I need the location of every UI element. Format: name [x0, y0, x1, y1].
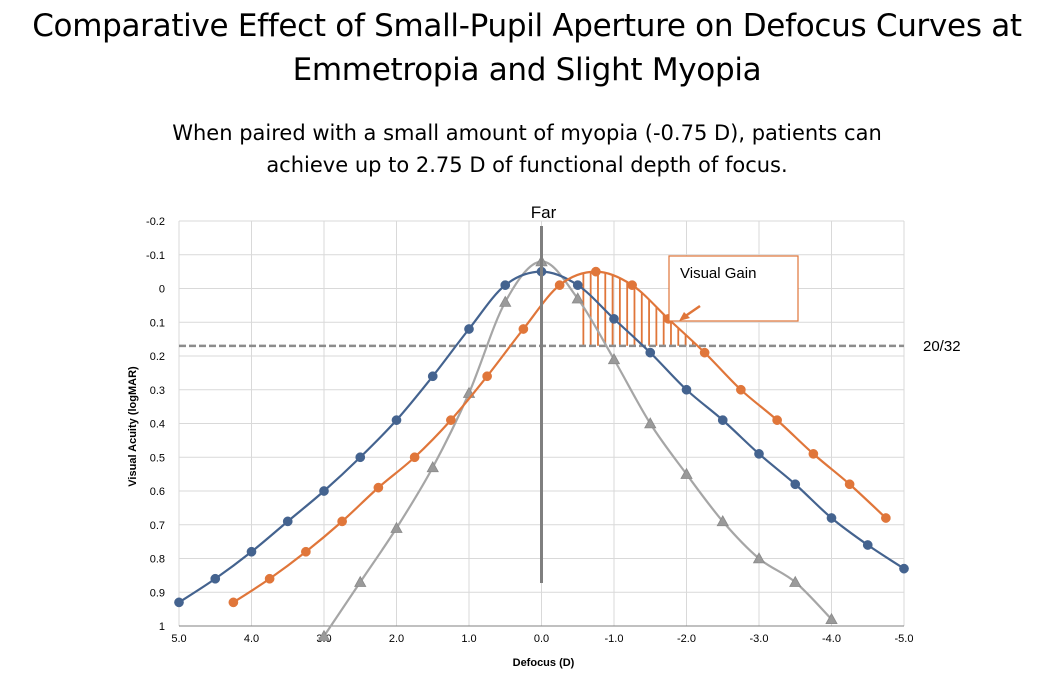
x-tick-label: -2.0 [677, 633, 696, 645]
data-point-triangle [644, 417, 657, 429]
data-point [844, 479, 855, 490]
data-point-triangle [789, 575, 802, 587]
reference-label: 20/32 [923, 338, 961, 355]
title-line-1: Comparative Effect of Small-Pupil Apertu… [32, 8, 1022, 44]
data-point-triangle [426, 461, 439, 473]
data-point [754, 449, 764, 459]
x-tick-label: -5.0 [895, 633, 914, 645]
data-point [717, 415, 728, 425]
x-tick-label: 4.0 [244, 633, 259, 645]
y-tick-label: 0.9 [150, 587, 165, 599]
data-point [210, 573, 221, 584]
y-tick-label: 0.3 [150, 385, 165, 397]
data-point [427, 371, 438, 382]
data-point [899, 563, 909, 574]
data-point [464, 324, 474, 334]
data-point [699, 347, 710, 358]
data-point-triangle [825, 612, 838, 625]
data-point [301, 546, 311, 557]
series-line [323, 260, 833, 637]
subtitle-line-2: achieve up to 2.75 D of functional depth… [266, 153, 788, 177]
far-marker: Far [531, 203, 557, 583]
data-point-triangle [499, 295, 512, 307]
data-point [500, 280, 511, 290]
data-point [609, 314, 619, 324]
data-point [264, 573, 275, 584]
data-point-triangle [571, 292, 584, 304]
series-group [174, 255, 909, 641]
x-tick-label: -1.0 [605, 633, 624, 645]
x-tick-label: 5.0 [171, 633, 186, 645]
data-point [790, 479, 801, 490]
data-point-triangle [390, 521, 403, 533]
chart-subtitle: When paired with a small amount of myopi… [60, 117, 994, 181]
series-3 [317, 255, 838, 641]
data-point [391, 415, 402, 425]
data-point [591, 266, 601, 277]
y-tick-label: -0.2 [146, 216, 165, 228]
visual-gain-label: Visual Gain [680, 265, 756, 282]
series-2 [228, 266, 891, 608]
data-point [862, 540, 873, 550]
data-point [808, 449, 819, 459]
far-label: Far [531, 203, 557, 222]
x-axis-label: Defocus (D) [513, 657, 575, 669]
data-point [409, 452, 420, 463]
y-tick-label: 0.6 [150, 486, 165, 498]
data-point [282, 516, 293, 527]
data-point [518, 324, 529, 334]
x-tick-label: 0.0 [534, 633, 549, 645]
x-tick-label: 1.0 [461, 633, 476, 645]
y-tick-label: 0.1 [150, 317, 165, 329]
data-point [373, 482, 384, 493]
data-point-triangle [752, 552, 766, 564]
data-point-triangle [680, 467, 693, 479]
series-1 [174, 266, 909, 608]
data-point [246, 546, 257, 557]
data-point [355, 452, 366, 463]
data-point [482, 371, 492, 382]
data-point [772, 415, 782, 425]
data-point [337, 516, 347, 527]
y-axis-label: Visual Acuity (logMAR) [127, 366, 139, 487]
axes: -0.2 -0.1 0 0.1 0.2 0.3 0.4 0.5 0.6 0.7 0.8 0.9 1 5.0… [127, 216, 913, 669]
data-point [228, 597, 239, 608]
y-tick-label: 0.7 [150, 520, 165, 532]
data-point [736, 384, 746, 395]
y-tick-label: -0.1 [146, 250, 165, 262]
x-tick-label: -3.0 [750, 633, 769, 645]
x-tick-label: 2.0 [389, 633, 404, 645]
y-tick-label: 0.8 [150, 554, 165, 566]
y-tick-label: 0.4 [150, 419, 165, 431]
data-point [572, 280, 583, 290]
y-tick-label: 0.5 [150, 452, 165, 464]
data-point-triangle [716, 515, 729, 527]
chart-title: Comparative Effect of Small-Pupil Apertu… [0, 4, 1054, 92]
data-point [627, 280, 637, 290]
x-tick-label: -4.0 [822, 633, 841, 645]
data-point [681, 384, 692, 395]
title-line-2: Emmetropia and Slight Myopia [292, 52, 762, 88]
data-point [319, 486, 329, 496]
y-tick-label: 1 [159, 621, 165, 633]
data-point [826, 513, 837, 523]
visual-gain-arrow-head [679, 312, 690, 321]
y-tick-label: 0.2 [150, 351, 165, 363]
data-point [554, 280, 565, 290]
y-tick-label: 0 [159, 284, 165, 296]
data-point [446, 415, 456, 425]
annotations: Visual Gain [668, 255, 799, 322]
data-point-triangle [354, 575, 367, 587]
subtitle-line-1: When paired with a small amount of myopi… [172, 121, 882, 145]
data-point-triangle [317, 629, 331, 641]
reference-line: 20/32 [179, 338, 961, 355]
data-point-triangle [607, 353, 621, 365]
data-point [881, 513, 891, 523]
visual-gain-box [668, 255, 799, 322]
data-point [174, 597, 184, 608]
data-point [645, 347, 656, 358]
